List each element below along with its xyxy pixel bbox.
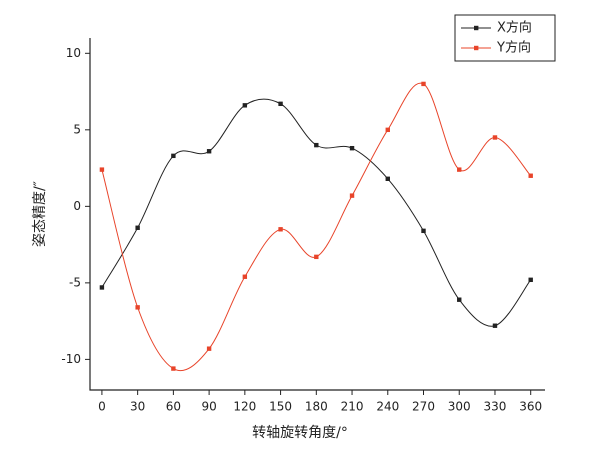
point-marker (457, 297, 462, 302)
series-line (101, 98, 532, 327)
point-marker (314, 254, 319, 260)
point-marker (492, 135, 498, 140)
x-tick-label: 90 (201, 400, 216, 414)
point-marker (171, 366, 176, 371)
legend-label: X方向 (497, 20, 532, 36)
point-marker (206, 149, 212, 154)
point-marker (457, 167, 462, 172)
x-tick-label: 180 (305, 400, 328, 414)
point-marker (99, 285, 105, 290)
point-marker (135, 305, 140, 310)
point-marker (242, 103, 248, 108)
point-marker (421, 228, 426, 234)
point-marker (242, 274, 248, 279)
x-axis-label: 转轴旋转角度/° (252, 425, 348, 441)
x-tick-label: 300 (448, 400, 471, 414)
point-marker (385, 176, 390, 181)
y-tick-label: 0 (73, 199, 81, 213)
x-tick-label: 60 (166, 400, 181, 414)
axes (89, 38, 545, 391)
point-marker (135, 225, 140, 230)
y-tick-label: 5 (73, 122, 81, 136)
x-tick-label: 120 (233, 400, 256, 414)
legend-marker (474, 45, 479, 51)
x-tick-label: 210 (341, 400, 364, 414)
y-tick-label: 10 (66, 46, 81, 60)
point-marker (528, 277, 533, 283)
point-marker (349, 145, 355, 151)
y-tick-label: -5 (69, 275, 81, 289)
x-tick-label: 240 (376, 400, 399, 414)
point-marker (99, 167, 105, 172)
point-marker (421, 81, 426, 87)
point-marker (492, 323, 498, 328)
x-tick-label: 0 (98, 400, 106, 414)
point-marker (349, 193, 355, 198)
legend-marker (474, 25, 479, 31)
point-marker (385, 127, 390, 133)
x-tick-label: 270 (412, 400, 435, 414)
point-marker (171, 153, 176, 159)
x-tick-label: 30 (130, 400, 145, 414)
y-tick-label: -10 (61, 352, 81, 366)
point-marker (528, 173, 533, 178)
legend-label: Y方向 (496, 40, 531, 56)
point-marker (278, 101, 283, 107)
x-tick-label: 330 (484, 400, 507, 414)
y-axis-label: 姿态精度/″ (32, 181, 48, 247)
legend-box (454, 14, 556, 62)
series-line (101, 82, 532, 372)
point-marker (206, 346, 212, 351)
point-marker (278, 227, 283, 232)
x-tick-label: 150 (269, 400, 292, 414)
x-tick-label: 360 (519, 400, 542, 414)
point-marker (314, 142, 319, 148)
